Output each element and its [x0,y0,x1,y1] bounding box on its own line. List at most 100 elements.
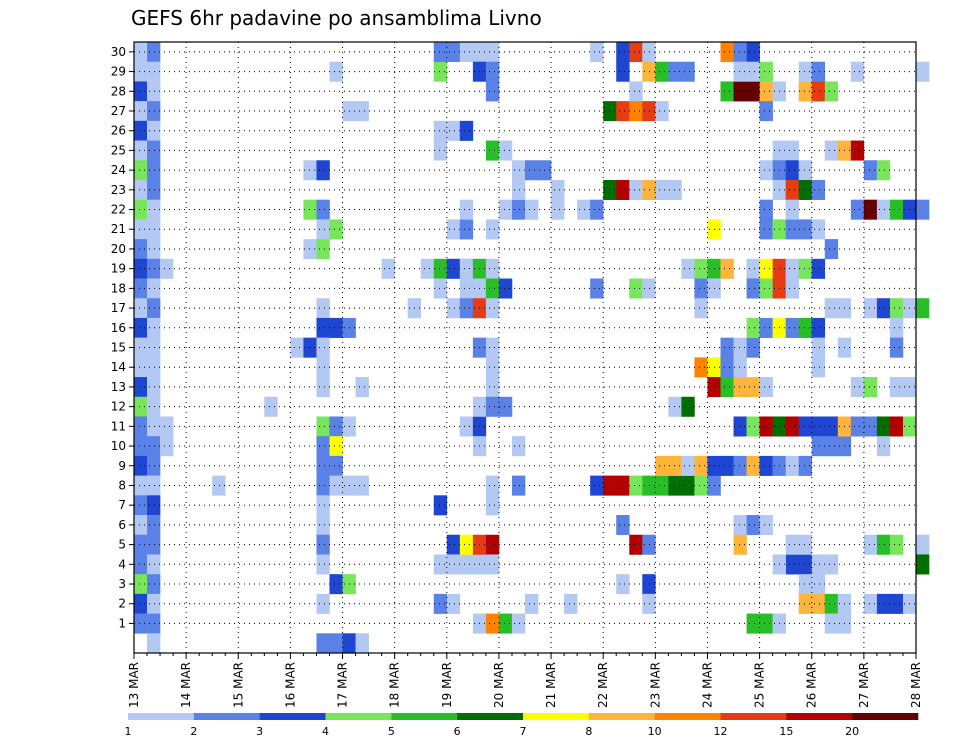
heatmap-cell [316,593,330,614]
heatmap-cell [511,475,526,496]
heatmap-cell [147,298,161,319]
heatmap-cell [316,633,330,654]
heatmap-cell [850,377,865,398]
colorbar-swatch [391,713,458,720]
heatmap-cell [759,160,773,181]
heatmap-cell [798,416,813,437]
heatmap-cell [433,258,448,279]
colorbar-label: 20 [845,725,859,738]
heatmap-cell [746,81,760,102]
x-tick-label: 17 MAR [336,662,350,708]
heatmap-cell [329,416,343,437]
heatmap-cell [459,554,474,575]
heatmap-cell [147,337,161,358]
heatmap-cell [485,357,500,378]
heatmap-cell [916,298,930,319]
heatmap-cell [876,199,891,220]
heatmap-cell [798,219,813,240]
heatmap-cell [863,416,878,437]
heatmap-cell [303,239,317,260]
x-tick-label: 15 MAR [231,662,245,708]
colorbar-label: 2 [190,725,197,738]
heatmap-cell [824,140,839,161]
heatmap-cell [147,120,161,141]
heatmap-cell [433,593,448,614]
x-tick-label: 14 MAR [179,662,193,708]
heatmap-cell [746,42,760,63]
heatmap-cell [876,416,891,437]
x-tick-label: 26 MAR [805,662,819,708]
heatmap-cell [746,61,760,82]
heatmap-cell [733,337,747,358]
heatmap-cell [147,317,161,338]
heatmap-cell [485,377,500,398]
heatmap-cell [811,593,826,614]
heatmap-cell [316,199,330,220]
heatmap-cell [147,436,161,457]
heatmap-cell [134,61,148,82]
heatmap-cell [485,554,500,575]
y-tick-label: 19 [111,262,126,276]
heatmap-cell [147,396,161,417]
heatmap-cell [590,199,604,220]
heatmap-cell [381,258,395,279]
heatmap-cell [147,475,161,496]
y-tick-label: 29 [111,65,126,79]
heatmap-cell [798,455,813,476]
heatmap-cell [485,337,500,358]
heatmap-cell [485,140,500,161]
heatmap-cell [720,81,734,102]
colorbar-label: 1 [125,725,132,738]
heatmap-cell [694,475,708,496]
heatmap-cell [824,436,839,457]
y-tick-label: 17 [111,301,126,315]
y-tick-label: 6 [118,518,126,532]
heatmap-cell [134,160,148,181]
heatmap-cell [485,61,500,82]
heatmap-cell [316,416,330,437]
x-tick-label: 21 MAR [544,662,558,708]
heatmap-cell [720,377,734,398]
heatmap-cell [134,179,148,200]
y-tick-label: 1 [118,616,126,630]
heatmap-cell [733,377,747,398]
heatmap-cell [759,61,773,82]
heatmap-cell [134,101,148,122]
heatmap-cell [329,436,343,457]
heatmap-cell [433,42,448,63]
heatmap-cell [316,337,330,358]
colorbar-label: 4 [322,725,329,738]
heatmap-cell [811,61,826,82]
heatmap-cell [616,475,630,496]
heatmap-cell [850,416,865,437]
heatmap-cell [316,377,330,398]
heatmap-cell [759,81,773,102]
heatmap-cell [759,416,773,437]
heatmap-cell [824,239,839,260]
heatmap-cell [446,258,461,279]
heatmap-cell [498,396,513,417]
heatmap-cell [147,515,161,536]
y-tick-label: 27 [111,104,126,118]
heatmap-cell [147,574,161,595]
heatmap-cell [785,455,799,476]
heatmap-cell [590,475,604,496]
heatmap-cell [134,317,148,338]
heatmap-cell [316,219,330,240]
heatmap-cell [759,613,773,634]
heatmap-cell [629,278,643,299]
heatmap-cell [759,455,773,476]
x-tick-label: 22 MAR [596,662,610,708]
y-tick-label: 24 [111,163,126,177]
heatmap-cell [511,199,526,220]
heatmap-cell [824,613,839,634]
colorbar-swatch [523,713,590,720]
heatmap-cell [160,436,174,457]
heatmap-cell [694,278,708,299]
heatmap-cell [811,179,826,200]
heatmap-cell [811,416,826,437]
heatmap-cell [329,219,343,240]
heatmap-cell [889,534,904,555]
heatmap-cell [459,120,474,141]
heatmap-cell [511,160,526,181]
